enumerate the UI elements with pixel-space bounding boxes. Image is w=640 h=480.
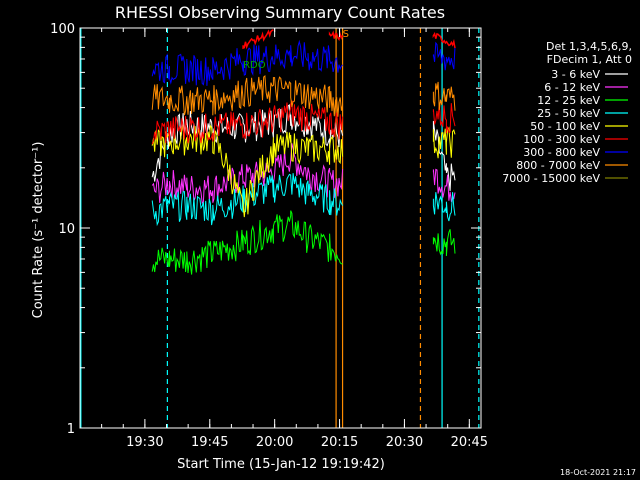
y-tick-label: 1 [67,422,75,437]
series-line-5 [151,100,456,145]
axes-layer: 1 10 100 19:30 19:45 20:00 20:15 20:30 20:45 [50,22,488,450]
upper-trace-0 [242,29,456,50]
footer-date: 18-Oct-2021 21:17 [560,468,636,477]
data-layer: RDO S [80,28,480,428]
x-tick-label: 20:45 [451,435,488,450]
legend-header-line-2: FDecim 1, Att 0 [547,53,632,66]
x-axis-label: Start Time (15-Jan-12 19:19:42) [177,457,385,472]
x-tick-label: 20:00 [256,435,293,450]
flag-label: RDO [243,60,266,71]
x-tick-label: 20:30 [386,435,423,450]
series-line-3 [151,173,456,227]
y-tick-label: 100 [50,22,75,37]
legend-entry-label: 6 - 12 keV [544,81,600,94]
series-line-2 [151,210,456,275]
y-tick-label: 10 [58,222,75,237]
chart-title: RHESSI Observing Summary Count Rates [115,3,445,22]
legend-entry-label: 12 - 25 keV [537,94,600,107]
x-tick-label: 20:15 [321,435,358,450]
legend-entry-label: 300 - 800 keV [523,146,600,159]
series-line-6 [151,39,456,86]
series-line-0 [151,104,456,191]
legend-entry-label: 25 - 50 keV [537,107,600,120]
flag-label: S [343,29,349,40]
y-axis-label: Count Rate (s⁻¹ detector⁻¹) [31,142,46,319]
legend-entry-label: 800 - 7000 keV [516,159,600,172]
series-line-7 [151,74,456,117]
series-line-1 [151,143,456,204]
x-tick-label: 19:30 [126,435,163,450]
legend-entry-label: 100 - 300 keV [523,133,600,146]
legend-header-line-1: Det 1,3,4,5,6,9, [546,40,632,53]
legend-entry-label: 3 - 6 keV [551,68,600,81]
series-line-4 [151,124,456,218]
legend-entry-label: 50 - 100 keV [530,120,600,133]
x-tick-label: 19:45 [191,435,228,450]
legend-entry-label: 7000 - 15000 keV [502,172,600,185]
